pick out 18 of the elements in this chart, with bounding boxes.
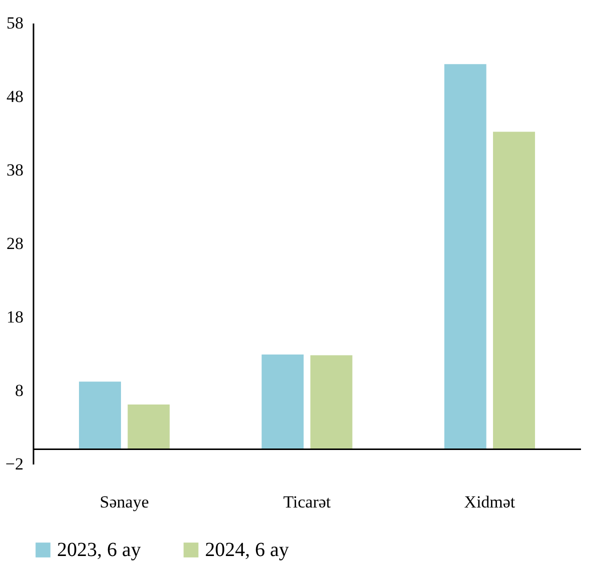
bar [444, 64, 486, 450]
y-tick-label: 18 [6, 308, 24, 326]
y-tick-label: 48 [6, 87, 24, 106]
bar [128, 404, 170, 450]
y-tick-label: −2 [5, 454, 24, 474]
bar [78, 382, 121, 450]
x-tick-label: Xidmət [464, 492, 516, 512]
legend-label: 2024, 6 ay [205, 539, 289, 561]
x-tick-label: Sənaye [100, 492, 149, 512]
bar [262, 354, 304, 450]
bar [493, 132, 536, 450]
y-tick-label: 28 [6, 234, 24, 253]
bar [310, 355, 352, 450]
y-tick-label: 8 [15, 381, 24, 400]
legend-label: 2023, 6 ay [57, 539, 141, 561]
y-tick-label: 58 [6, 14, 24, 32]
x-tick-label: Ticarət [283, 492, 332, 512]
y-tick-label: 38 [6, 160, 24, 180]
